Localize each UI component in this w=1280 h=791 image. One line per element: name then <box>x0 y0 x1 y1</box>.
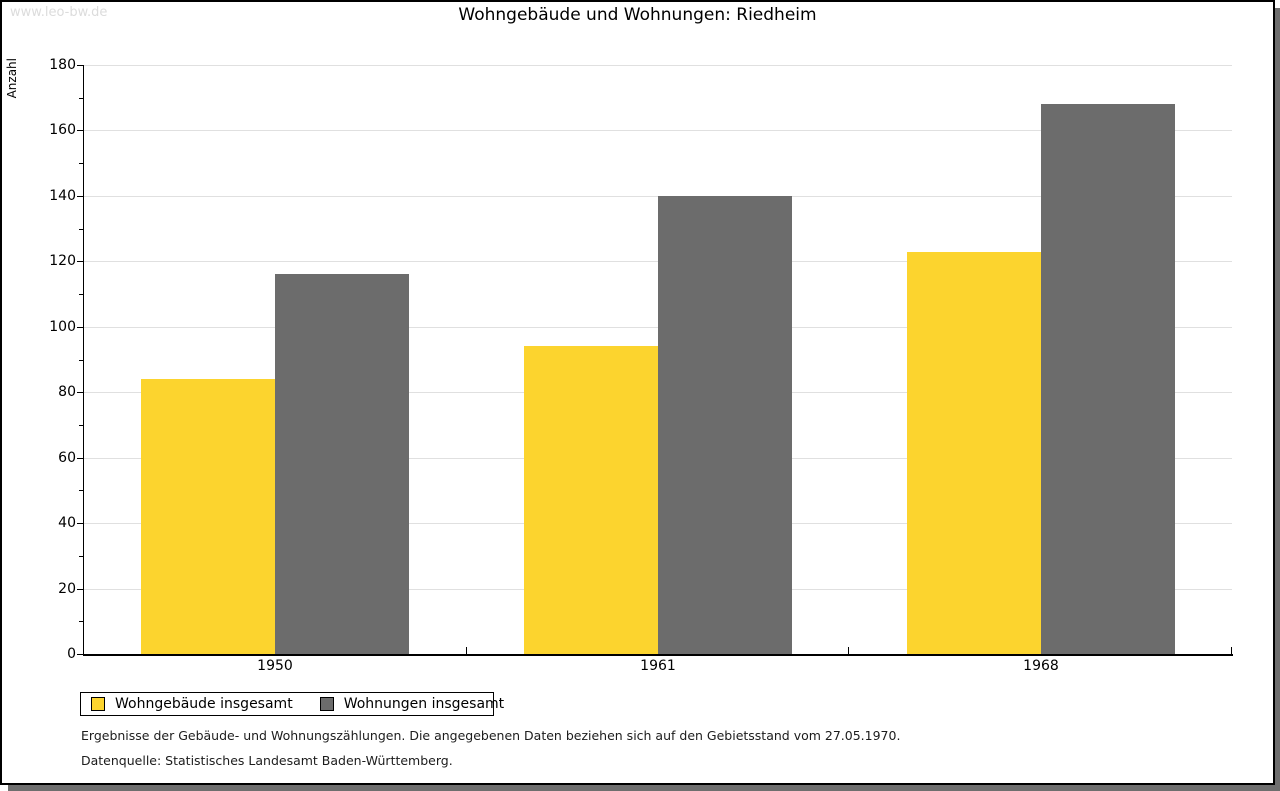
x-axis-separator-tick <box>466 647 467 654</box>
y-major-tick <box>77 589 83 590</box>
x-axis-separator-tick <box>848 647 849 654</box>
x-axis-line <box>83 654 1233 656</box>
plot-area <box>84 65 1232 654</box>
y-tick-label: 180 <box>49 57 76 73</box>
y-tick-label: 80 <box>58 384 76 400</box>
y-tick-label: 40 <box>58 515 76 531</box>
y-major-tick <box>77 458 83 459</box>
watermark-text: www.leo-bw.de <box>10 5 108 20</box>
y-minor-tick <box>79 98 83 99</box>
legend-item: Wohnungen insgesamt <box>319 696 505 712</box>
x-tick-label: 1961 <box>640 658 676 674</box>
legend-swatch-series1 <box>91 697 105 711</box>
y-tick-label: 120 <box>49 253 76 269</box>
y-minor-tick <box>79 360 83 361</box>
y-tick-label: 140 <box>49 188 76 204</box>
bar-1950-series1 <box>141 379 275 654</box>
footnote-line-1: Ergebnisse der Gebäude- und Wohnungszähl… <box>81 728 901 743</box>
bar-1950-series2 <box>275 274 409 654</box>
y-major-tick <box>77 261 83 262</box>
y-major-tick <box>77 327 83 328</box>
y-major-tick <box>77 654 83 655</box>
y-major-tick <box>77 196 83 197</box>
x-tick-label: 1950 <box>257 658 293 674</box>
y-major-tick <box>77 65 83 66</box>
x-tick-label: 1968 <box>1023 658 1059 674</box>
y-axis-title: Anzahl <box>5 58 19 99</box>
y-minor-tick <box>79 556 83 557</box>
y-minor-tick <box>79 294 83 295</box>
y-minor-tick <box>79 229 83 230</box>
gridline <box>84 65 1232 66</box>
y-minor-tick <box>79 490 83 491</box>
x-axis-separator-tick <box>1231 647 1232 654</box>
y-tick-label: 60 <box>58 450 76 466</box>
footnote-line-2: Datenquelle: Statistisches Landesamt Bad… <box>81 753 453 768</box>
y-axis-line <box>83 65 84 655</box>
y-tick-label: 0 <box>67 646 76 662</box>
page-shadow-bottom <box>8 785 1280 791</box>
y-tick-label: 160 <box>49 122 76 138</box>
y-tick-label: 20 <box>58 581 76 597</box>
bar-1961-series1 <box>524 346 658 654</box>
y-major-tick <box>77 130 83 131</box>
y-minor-tick <box>79 621 83 622</box>
legend-box: Wohngebäude insgesamt Wohnungen insgesamt <box>80 692 504 716</box>
page-shadow-right <box>1275 8 1280 791</box>
bar-1968-series1 <box>907 252 1041 654</box>
legend-swatch-series2 <box>319 697 334 711</box>
gridline <box>84 130 1232 131</box>
bar-1968-series2 <box>1041 104 1175 654</box>
y-major-tick <box>77 523 83 524</box>
bar-1961-series2 <box>658 196 792 654</box>
chart-title: Wohngebäude und Wohnungen: Riedheim <box>458 5 817 25</box>
legend-label: Wohngebäude insgesamt <box>115 696 293 712</box>
y-major-tick <box>77 392 83 393</box>
y-minor-tick <box>79 163 83 164</box>
legend-item: Wohngebäude insgesamt <box>91 696 293 712</box>
legend-label: Wohnungen insgesamt <box>343 696 505 712</box>
y-minor-tick <box>79 425 83 426</box>
y-tick-label: 100 <box>49 319 76 335</box>
